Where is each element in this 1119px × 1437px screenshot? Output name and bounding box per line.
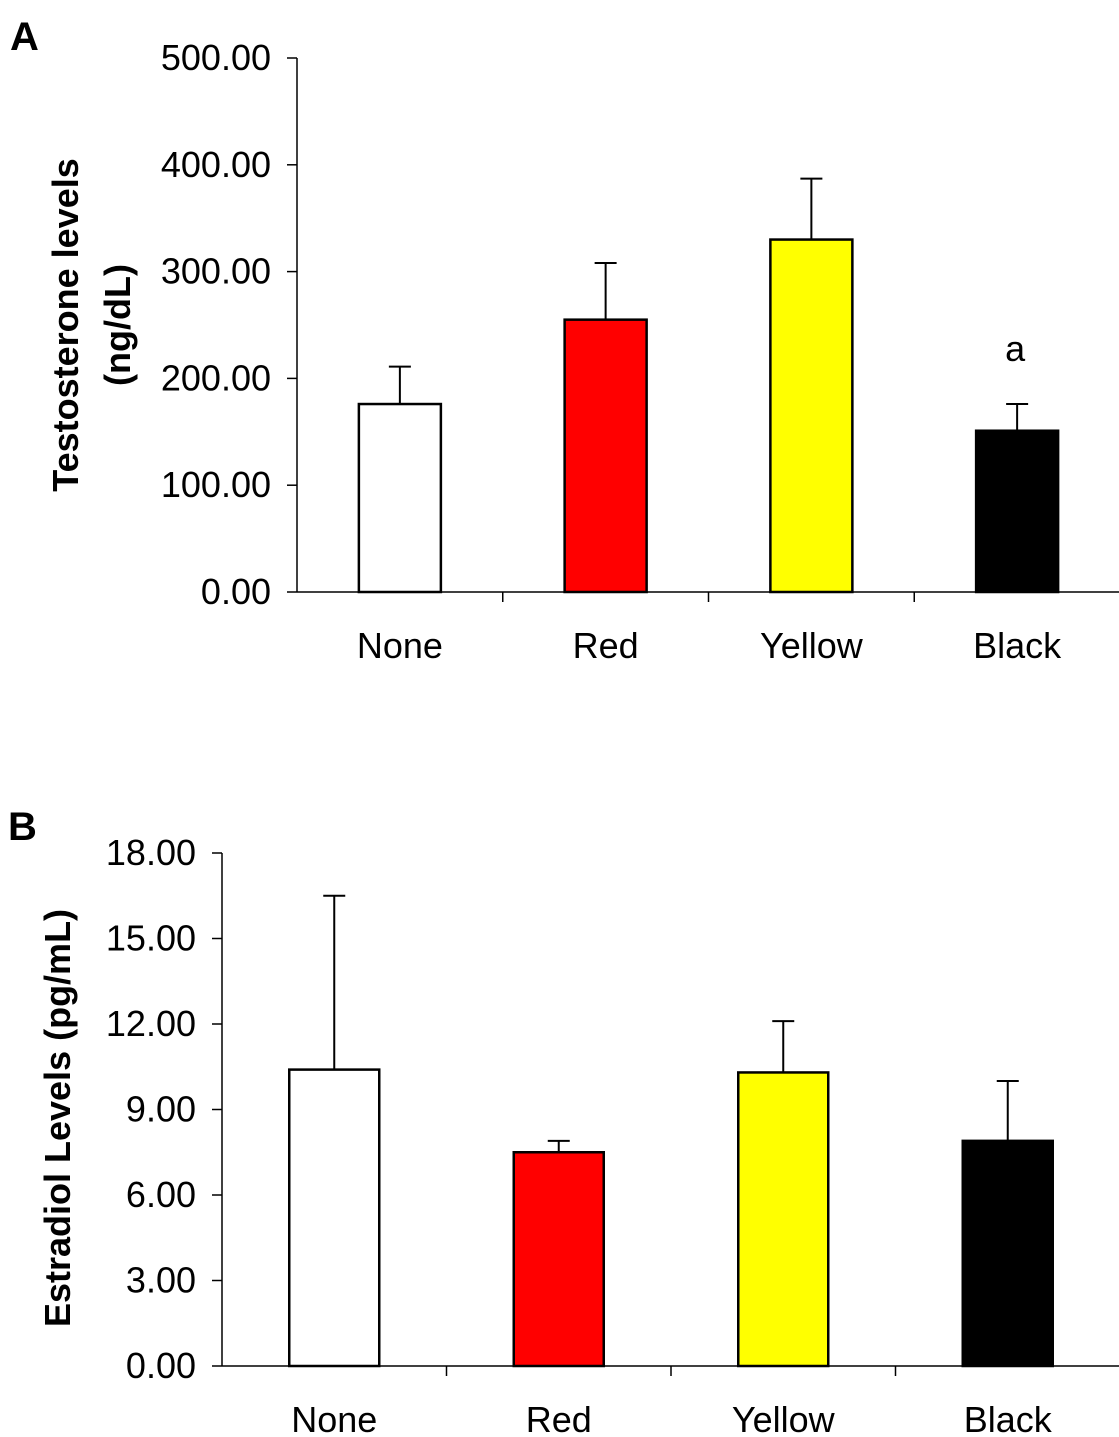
y-tick-label: 500.00 bbox=[161, 37, 271, 78]
y-tick-label: 6.00 bbox=[126, 1174, 196, 1215]
y-tick-label: 12.00 bbox=[106, 1003, 196, 1044]
y-axis-title: (ng/dL) bbox=[97, 264, 138, 386]
x-category-label: None bbox=[291, 1399, 377, 1437]
bar-black bbox=[974, 429, 1060, 594]
y-tick-label: 9.00 bbox=[126, 1089, 196, 1130]
y-tick-label: 100.00 bbox=[161, 464, 271, 505]
x-category-label: None bbox=[357, 625, 443, 666]
y-tick-label: 400.00 bbox=[161, 144, 271, 185]
bar-black bbox=[961, 1139, 1054, 1368]
bar-none bbox=[357, 402, 443, 594]
panel-letter: A bbox=[10, 15, 39, 59]
x-category-label: Red bbox=[573, 625, 639, 666]
bar-yellow bbox=[737, 1071, 830, 1368]
bar-red bbox=[512, 1151, 605, 1368]
x-category-label: Black bbox=[973, 625, 1062, 666]
x-category-label: Red bbox=[526, 1399, 592, 1437]
y-tick-label: 15.00 bbox=[106, 918, 196, 959]
x-category-label: Yellow bbox=[760, 625, 864, 666]
y-tick-label: 3.00 bbox=[126, 1260, 196, 1301]
y-tick-label: 18.00 bbox=[106, 832, 196, 873]
significance-annotation: a bbox=[1005, 328, 1026, 369]
bar-yellow bbox=[769, 238, 854, 594]
y-tick-label: 0.00 bbox=[201, 571, 271, 612]
y-tick-label: 200.00 bbox=[161, 357, 271, 398]
bar-red bbox=[563, 318, 648, 594]
panel-a: A 0.00 100.00 200.00 300.00 400.00 500.00 None R… bbox=[10, 15, 1119, 666]
panel-b: B 0.00 3.00 6.00 9.00 12.00 15.00 18.00 None Red Y… bbox=[8, 805, 1119, 1437]
y-axis-title: Estradiol Levels (pg/mL) bbox=[37, 909, 78, 1327]
y-tick-label: 0.00 bbox=[126, 1345, 196, 1386]
x-category-label: Yellow bbox=[732, 1399, 836, 1437]
x-category-label: Black bbox=[964, 1399, 1053, 1437]
bar-none bbox=[288, 1068, 381, 1368]
y-axis-title: Testosterone levels bbox=[45, 158, 86, 491]
panel-letter: B bbox=[8, 805, 37, 849]
y-tick-label: 300.00 bbox=[161, 251, 271, 292]
